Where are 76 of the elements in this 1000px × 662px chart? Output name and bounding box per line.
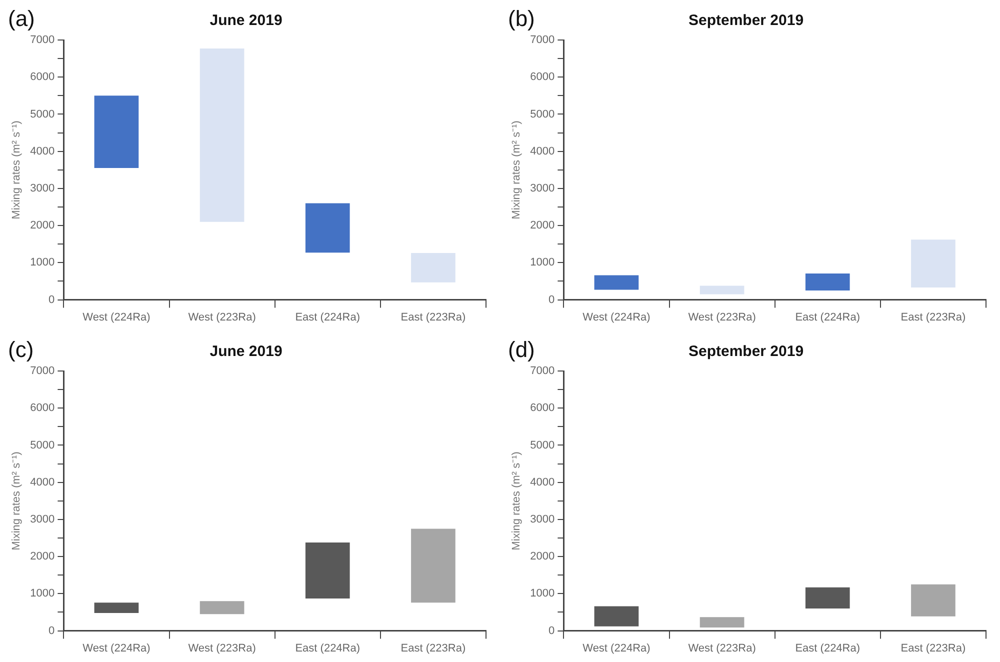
x-tick-label: East (224Ra) [795, 311, 860, 324]
y-tick-label: 2000 [530, 550, 555, 563]
bar [911, 584, 956, 616]
y-tick-label: 1000 [530, 256, 555, 269]
y-tick-label: 5000 [30, 108, 55, 120]
x-tick-label: East (224Ra) [795, 642, 860, 654]
chart-title: September 2019 [688, 343, 804, 360]
chart-title: June 2019 [210, 343, 282, 360]
x-tick-label: West (223Ra) [688, 311, 756, 324]
y-tick-label: 6000 [30, 71, 55, 84]
bar [911, 240, 956, 288]
bar [700, 286, 744, 294]
bar [94, 96, 139, 168]
x-tick-label: East (223Ra) [900, 311, 966, 324]
y-tick-label: 2000 [30, 550, 55, 563]
bar [305, 203, 350, 253]
y-tick-label: 2000 [530, 220, 555, 232]
y-tick-label: 4000 [530, 476, 555, 488]
y-tick-label: 3000 [530, 513, 555, 526]
text: (a) [8, 6, 35, 32]
bar [411, 253, 456, 282]
y-tick-label: 6000 [530, 71, 555, 84]
x-tick-label: East (224Ra) [295, 642, 360, 654]
y-tick-label: 5000 [30, 439, 55, 452]
y-axis-title: Mixing rates (m² s⁻¹) [10, 120, 23, 220]
x-tick-label: West (223Ra) [688, 642, 756, 654]
y-tick-label: 7000 [30, 34, 55, 46]
bar [200, 48, 244, 222]
y-tick-label: 3000 [30, 513, 55, 526]
y-tick-label: 7000 [530, 34, 555, 46]
x-tick-label: West (224Ra) [582, 311, 650, 324]
bar [594, 606, 639, 626]
bar [805, 587, 850, 609]
y-tick-label: 5000 [530, 439, 555, 452]
x-tick-label: West (223Ra) [188, 642, 256, 654]
x-tick-label: West (224Ra) [82, 642, 150, 654]
y-tick-label: 7000 [530, 365, 555, 378]
bar [594, 275, 639, 290]
bar [700, 617, 744, 628]
text: (b) [508, 6, 535, 32]
y-tick-label: 0 [48, 624, 55, 637]
x-tick-label: East (223Ra) [900, 642, 966, 654]
y-tick-label: 1000 [30, 588, 55, 600]
y-tick-label: 1000 [530, 588, 555, 600]
chart-title: September 2019 [688, 12, 804, 30]
y-tick-label: 3000 [30, 182, 55, 194]
y-tick-label: 2000 [30, 220, 55, 232]
x-tick-label: West (224Ra) [82, 311, 150, 324]
text: (c) [8, 337, 34, 363]
x-tick-label: East (223Ra) [400, 642, 466, 654]
bar [94, 602, 139, 613]
y-tick-label: 5000 [530, 108, 555, 120]
y-tick-label: 0 [48, 294, 55, 306]
y-axis-title: Mixing rates (m² s⁻¹) [10, 452, 23, 550]
x-tick-label: East (223Ra) [400, 311, 466, 324]
x-tick-label: East (224Ra) [295, 311, 360, 324]
y-tick-label: 4000 [30, 145, 55, 158]
bar [805, 273, 850, 291]
x-tick-label: West (224Ra) [582, 642, 650, 654]
chart-title: June 2019 [210, 12, 282, 30]
y-axis-title: Mixing rates (m² s⁻¹) [510, 120, 523, 220]
text: (d) [508, 337, 535, 363]
y-tick-label: 4000 [530, 145, 555, 158]
y-tick-label: 0 [548, 624, 555, 637]
y-tick-label: 0 [548, 294, 555, 306]
y-tick-label: 6000 [30, 402, 55, 414]
bar [305, 542, 350, 599]
y-tick-label: 1000 [30, 256, 55, 269]
y-tick-label: 6000 [530, 402, 555, 414]
bar [411, 528, 456, 603]
bar [200, 601, 244, 614]
y-tick-label: 4000 [30, 476, 55, 488]
x-tick-label: West (223Ra) [188, 311, 256, 324]
y-tick-label: 7000 [30, 365, 55, 378]
y-axis-title: Mixing rates (m² s⁻¹) [510, 452, 523, 550]
y-tick-label: 3000 [530, 182, 555, 194]
